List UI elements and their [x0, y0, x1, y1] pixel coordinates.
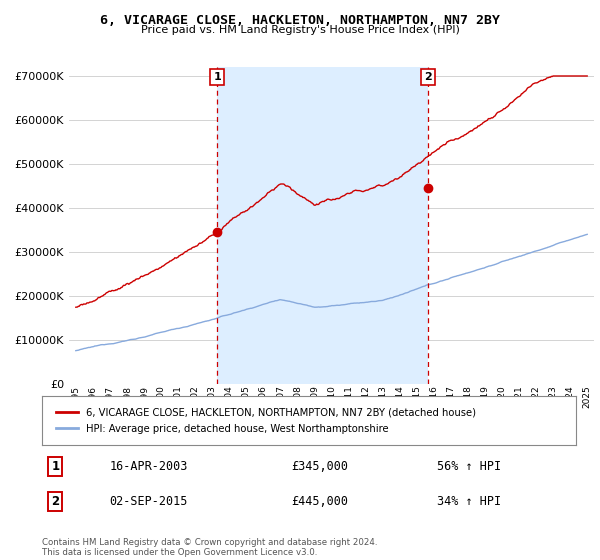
Text: £345,000: £345,000 — [291, 460, 348, 473]
Text: 2: 2 — [424, 72, 432, 82]
Text: 6, VICARAGE CLOSE, HACKLETON, NORTHAMPTON, NN7 2BY: 6, VICARAGE CLOSE, HACKLETON, NORTHAMPTO… — [100, 14, 500, 27]
Text: 56% ↑ HPI: 56% ↑ HPI — [437, 460, 501, 473]
Text: 1: 1 — [213, 72, 221, 82]
Text: 16-APR-2003: 16-APR-2003 — [110, 460, 188, 473]
Text: £445,000: £445,000 — [291, 495, 348, 508]
Text: Price paid vs. HM Land Registry's House Price Index (HPI): Price paid vs. HM Land Registry's House … — [140, 25, 460, 35]
Legend: 6, VICARAGE CLOSE, HACKLETON, NORTHAMPTON, NN7 2BY (detached house), HPI: Averag: 6, VICARAGE CLOSE, HACKLETON, NORTHAMPTO… — [52, 404, 481, 437]
Text: Contains HM Land Registry data © Crown copyright and database right 2024.
This d: Contains HM Land Registry data © Crown c… — [42, 538, 377, 557]
Text: 02-SEP-2015: 02-SEP-2015 — [110, 495, 188, 508]
Text: 2: 2 — [51, 495, 59, 508]
Text: 34% ↑ HPI: 34% ↑ HPI — [437, 495, 501, 508]
Text: 1: 1 — [51, 460, 59, 473]
Bar — [217, 67, 428, 384]
